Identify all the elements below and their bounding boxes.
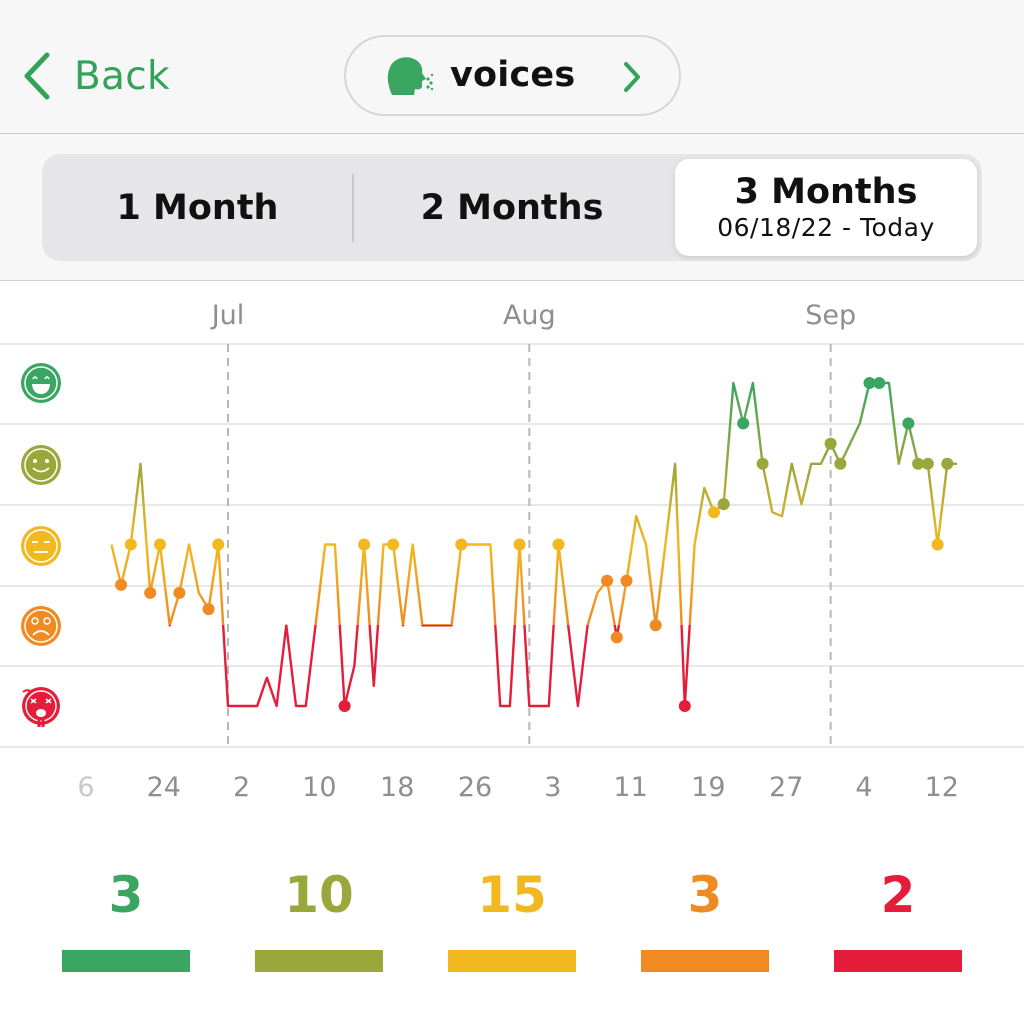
mood-data-point[interactable] bbox=[863, 377, 876, 389]
mood-data-point[interactable] bbox=[649, 619, 662, 632]
summary-awful: 2 bbox=[834, 860, 962, 972]
summary-bar bbox=[62, 950, 190, 972]
summary-bar bbox=[834, 950, 962, 972]
x-tick-label: 12 bbox=[925, 772, 959, 803]
summary-bar bbox=[448, 950, 576, 972]
mood-data-point[interactable] bbox=[202, 603, 215, 616]
grinning-face-icon bbox=[21, 363, 61, 403]
summary-count: 10 bbox=[284, 866, 354, 924]
mood-data-point[interactable] bbox=[610, 631, 623, 644]
x-tick-label: 18 bbox=[380, 772, 414, 803]
segment-divider bbox=[352, 174, 354, 242]
summary-bad: 3 bbox=[641, 860, 769, 972]
range-filter-area: 1 Month 2 Months 3 Months 06/18/22 - Tod… bbox=[0, 134, 1024, 281]
topic-selector[interactable]: voices bbox=[344, 35, 681, 116]
mood-data-point[interactable] bbox=[115, 578, 128, 591]
chevron-left-icon bbox=[24, 52, 50, 100]
summary-count: 2 bbox=[880, 866, 916, 924]
x-tick-label: 4 bbox=[855, 772, 872, 803]
x-tick-label: 10 bbox=[302, 772, 336, 803]
mood-data-point[interactable] bbox=[678, 700, 691, 712]
month-label: Aug bbox=[503, 300, 556, 331]
mood-data-point[interactable] bbox=[737, 417, 750, 430]
mood-data-point[interactable] bbox=[124, 538, 137, 551]
summary-good: 10 bbox=[255, 860, 383, 972]
smiling-face-icon bbox=[21, 445, 61, 485]
range-option-label: 2 Months bbox=[420, 187, 604, 228]
distressed-face-icon bbox=[22, 687, 60, 727]
x-tick-label: 3 bbox=[544, 772, 561, 803]
range-option-2-months[interactable]: 2 Months bbox=[353, 154, 671, 261]
mood-data-point[interactable] bbox=[708, 506, 720, 519]
navigation-bar: Back voices bbox=[0, 0, 1024, 134]
mood-data-point[interactable] bbox=[902, 417, 915, 430]
summary-count: 15 bbox=[477, 866, 547, 924]
x-tick-label: 19 bbox=[691, 772, 725, 803]
back-button[interactable]: Back bbox=[22, 48, 170, 104]
x-tick-label: 11 bbox=[613, 772, 647, 803]
mood-data-point[interactable] bbox=[154, 538, 166, 551]
x-tick-label: 27 bbox=[769, 772, 803, 803]
summary-bar bbox=[255, 950, 383, 972]
range-segmented-control: 1 Month 2 Months 3 Months 06/18/22 - Tod… bbox=[42, 154, 982, 261]
mood-data-point[interactable] bbox=[931, 538, 944, 551]
x-tick-label: 24 bbox=[147, 772, 181, 803]
mood-data-point[interactable] bbox=[717, 498, 730, 511]
mood-data-point[interactable] bbox=[387, 538, 400, 551]
range-option-1-month[interactable]: 1 Month bbox=[42, 154, 353, 261]
mood-data-point[interactable] bbox=[173, 586, 186, 599]
mood-data-point[interactable] bbox=[338, 700, 351, 712]
range-option-label: 1 Month bbox=[116, 187, 279, 228]
neutral-face-icon bbox=[21, 526, 61, 566]
summary-bar bbox=[641, 950, 769, 972]
mood-series-line bbox=[110, 381, 957, 708]
x-tick-label: 2 bbox=[233, 772, 250, 803]
mood-data-point[interactable] bbox=[620, 574, 633, 587]
topic-label: voices bbox=[450, 55, 576, 95]
mood-chart: Jul Aug Sep 6 24 2 10 18 26 3 11 19 27 4 12 bbox=[0, 282, 1024, 822]
range-option-label: 3 Months bbox=[734, 171, 918, 212]
x-tick-label: 6 bbox=[77, 772, 94, 803]
mood-data-point[interactable] bbox=[873, 377, 886, 389]
summary-okay: 15 bbox=[448, 860, 576, 972]
mood-summary: 3 10 15 3 2 bbox=[0, 860, 1024, 1000]
mood-data-point[interactable] bbox=[834, 457, 847, 470]
mood-data-point[interactable] bbox=[756, 457, 769, 470]
frowning-face-icon bbox=[21, 606, 61, 646]
back-label: Back bbox=[74, 53, 170, 99]
chevron-right-icon bbox=[624, 62, 640, 92]
summary-count: 3 bbox=[108, 866, 144, 924]
mood-data-point[interactable] bbox=[552, 538, 565, 551]
month-label: Jul bbox=[210, 300, 245, 331]
mood-data-point[interactable] bbox=[144, 586, 157, 599]
summary-count: 3 bbox=[687, 866, 723, 924]
mood-data-point[interactable] bbox=[455, 538, 468, 551]
mood-data-point[interactable] bbox=[912, 457, 925, 470]
mood-data-point[interactable] bbox=[941, 457, 954, 470]
mood-data-point[interactable] bbox=[824, 437, 837, 450]
range-date-span: 06/18/22 - Today bbox=[717, 212, 935, 242]
range-option-3-months[interactable]: 3 Months 06/18/22 - Today bbox=[675, 159, 977, 256]
summary-great: 3 bbox=[62, 860, 190, 972]
mood-data-point[interactable] bbox=[358, 538, 371, 551]
speaking-head-icon bbox=[387, 57, 434, 95]
mood-data-point[interactable] bbox=[212, 538, 225, 551]
mood-data-point[interactable] bbox=[513, 538, 526, 551]
month-label: Sep bbox=[805, 300, 856, 331]
mood-line-chart: Jul Aug Sep 6 24 2 10 18 26 3 11 19 27 4 12 bbox=[0, 300, 1024, 803]
x-tick-label: 26 bbox=[458, 772, 492, 803]
mood-data-point[interactable] bbox=[601, 574, 614, 587]
mood-data-point[interactable] bbox=[921, 457, 934, 470]
